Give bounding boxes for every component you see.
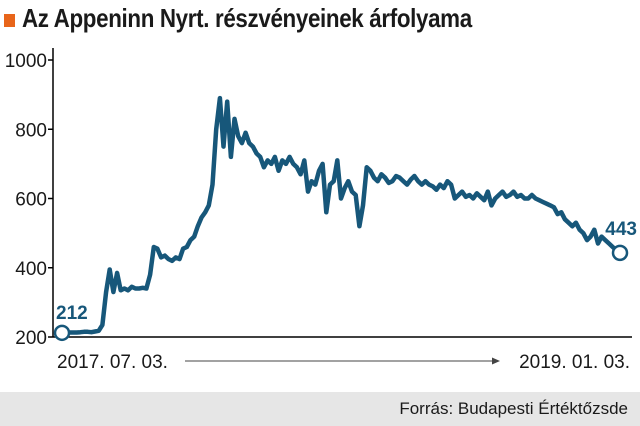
title-marker-square — [4, 14, 15, 27]
y-tick-label: 400 — [15, 259, 47, 280]
chart-header: Az Appeninn Nyrt. részvényeinek árfolyam… — [0, 0, 640, 44]
y-tick-label: 600 — [15, 190, 47, 211]
start-point-marker — [53, 324, 71, 342]
y-tick-label: 200 — [15, 328, 47, 349]
y-axis-ticks: 200 400 600 800 1000 — [5, 51, 53, 349]
end-value-label: 443 — [605, 219, 637, 240]
chart-title: Az Appeninn Nyrt. részvényeinek árfolyam… — [22, 3, 472, 33]
start-value-label: 212 — [56, 303, 88, 324]
footer-bar: Forrás: Budapesti Értéktőzsde — [0, 392, 640, 426]
end-point-marker — [611, 244, 629, 262]
y-tick-label: 1000 — [5, 51, 47, 72]
source-note: Forrás: Budapesti Értéktőzsde — [399, 399, 628, 418]
line-chart: 200 400 600 800 1000 2017. 07. 03. 2019. 01.… — [5, 48, 637, 373]
y-tick-label: 800 — [15, 120, 47, 141]
x-axis-end-label: 2019. 01. 03. — [519, 352, 630, 373]
x-axis-start-label: 2017. 07. 03. — [57, 352, 168, 373]
x-axis-arrow-head — [492, 357, 500, 365]
price-series-line — [59, 95, 623, 336]
